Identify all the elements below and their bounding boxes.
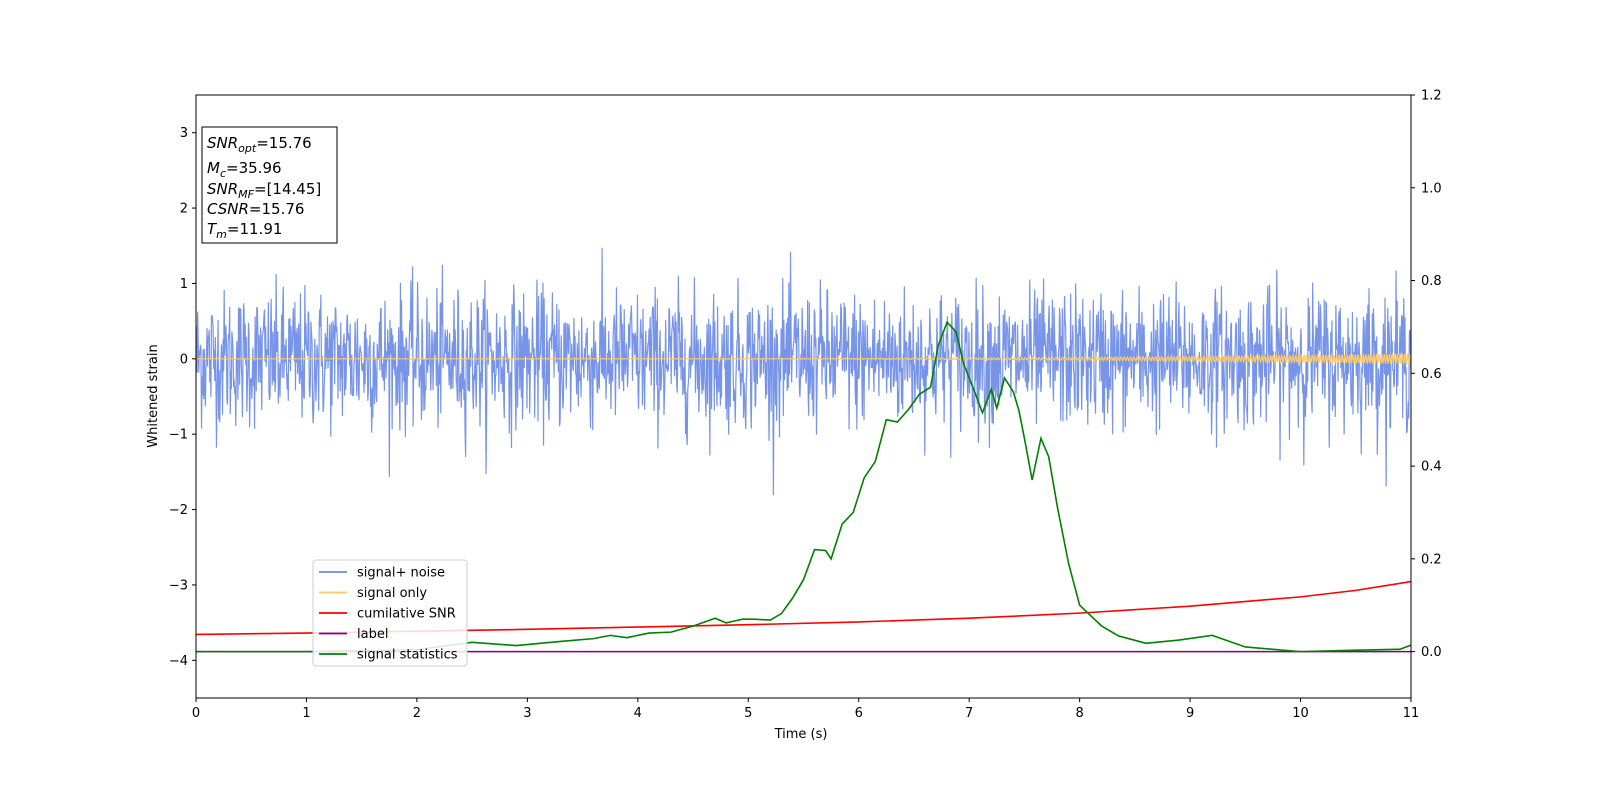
x-tick-label: 2 <box>413 706 421 721</box>
y-tick-label: 1 <box>180 277 188 292</box>
series-signal-noise <box>195 247 1412 496</box>
series-signal-statistics <box>196 320 1412 653</box>
annotation-line: Tm=11.91 <box>207 220 282 241</box>
x-tick-label: 6 <box>855 706 863 721</box>
annotation-line: SNRopt=15.76 <box>207 134 312 155</box>
x-axis-label: Time (s) <box>774 727 828 742</box>
x-tick-label: 11 <box>1403 706 1420 721</box>
x-tick-label: 10 <box>1292 706 1309 721</box>
x-tick-label: 5 <box>744 706 752 721</box>
signal-noise-line <box>195 247 1412 496</box>
annotation-box: SNRopt=15.76 Mc=35.96SNRMF=[14.45]CSNR=15… <box>201 126 338 244</box>
y-axis-ticks: −4 −3 −2 −1 0 1 2 3 <box>169 126 196 669</box>
y-tick-label: 0 <box>180 352 188 367</box>
annotation-line: SNRMF=[14.45] <box>207 180 321 201</box>
x-tick-label: 3 <box>523 706 531 721</box>
right-y-tick-label: 0.6 <box>1421 367 1442 382</box>
right-y-axis-ticks: 0.0 0.2 0.4 0.6 0.8 1.0 1.2 <box>1411 89 1442 660</box>
y-tick-label: 2 <box>180 202 188 217</box>
right-y-tick-label: 0.4 <box>1421 460 1442 475</box>
legend-label: signal+ noise <box>357 566 445 581</box>
annotation-line: CSNR=15.76 <box>207 200 304 218</box>
y-tick-label: −3 <box>169 578 188 593</box>
right-y-tick-label: 1.0 <box>1421 181 1442 196</box>
y-tick-label: −2 <box>169 503 188 518</box>
annotation-line: Mc=35.96 <box>207 159 282 180</box>
y-axis-label: Whitened strain <box>146 344 161 447</box>
legend-label: signal only <box>357 586 427 601</box>
x-tick-label: 4 <box>634 706 642 721</box>
x-tick-label: 7 <box>965 706 973 721</box>
y-tick-label: −4 <box>169 654 188 669</box>
x-tick-label: 0 <box>192 706 200 721</box>
signal-only-line <box>196 352 1412 366</box>
x-axis-ticks: 0 1 2 3 4 5 6 7 8 9 10 11 <box>192 698 1419 721</box>
legend-label: label <box>357 627 388 642</box>
right-y-tick-label: 0.2 <box>1421 552 1442 567</box>
right-y-tick-label: 1.2 <box>1421 89 1442 104</box>
x-tick-label: 1 <box>302 706 310 721</box>
annotation-frame <box>201 126 338 244</box>
right-y-tick-label: 0.8 <box>1421 274 1442 289</box>
plot-frame <box>195 94 1412 699</box>
y-tick-label: −1 <box>169 428 188 443</box>
legend-label: signal statistics <box>357 648 458 663</box>
series-signal-only <box>196 352 1412 366</box>
x-tick-label: 8 <box>1075 706 1083 721</box>
legend: signal+ noise signal only cumilative SNR la… <box>312 559 468 667</box>
y-tick-label: 3 <box>180 126 188 141</box>
legend-label: cumilative SNR <box>357 607 456 622</box>
x-tick-label: 9 <box>1186 706 1194 721</box>
legend-frame <box>312 559 468 667</box>
right-y-tick-label: 0.0 <box>1421 645 1442 660</box>
